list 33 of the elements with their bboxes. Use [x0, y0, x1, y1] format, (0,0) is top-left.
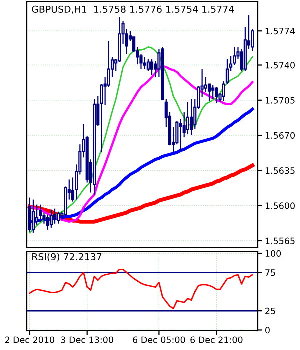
y-tick-label: 100: [266, 250, 282, 257]
x-tick-label: 2 Dec 2010: [5, 336, 54, 344]
y-tick-label: 25: [266, 308, 276, 315]
candlestick: [190, 98, 194, 136]
candlestick: [215, 86, 218, 104]
line-series: [29, 46, 254, 234]
candlestick: [150, 58, 154, 76]
y-tick-label: 75: [266, 270, 276, 276]
candlestick: [46, 214, 50, 230]
candlestick: [39, 204, 42, 222]
candlestick: [57, 211, 60, 224]
y-tick-label: 1.5565: [266, 238, 295, 244]
chart-title: GBPUSD,H1 1.5758 1.5776 1.5754 1.5774: [32, 6, 234, 14]
y-tick-label: 1.5600: [266, 202, 295, 210]
candlestick: [32, 199, 36, 234]
chart-title: RSI(9) 72.2137: [32, 253, 102, 262]
candlestick: [186, 102, 190, 136]
y-tick-label: 1.5705: [266, 97, 295, 104]
candlestick: [212, 84, 215, 100]
candlestick: [28, 197, 32, 232]
x-tick-label: 6 Dec 05:00: [133, 336, 186, 344]
candlestick: [50, 209, 53, 228]
y-tick-label: 1.5740: [266, 62, 295, 69]
candlestick: [143, 56, 146, 70]
y-tick-label: 0: [266, 327, 270, 334]
x-tick-label: 3 Dec 13:00: [61, 336, 114, 344]
line-series: [29, 268, 254, 310]
x-tick-label: 6 Dec 21:00: [190, 336, 243, 344]
y-tick-label: 1.5670: [266, 132, 295, 139]
y-tick-label: 1.5774: [266, 28, 296, 35]
y-tick-label: 1.5635: [266, 168, 295, 174]
candlestick: [53, 208, 57, 224]
candlestick: [146, 58, 150, 72]
